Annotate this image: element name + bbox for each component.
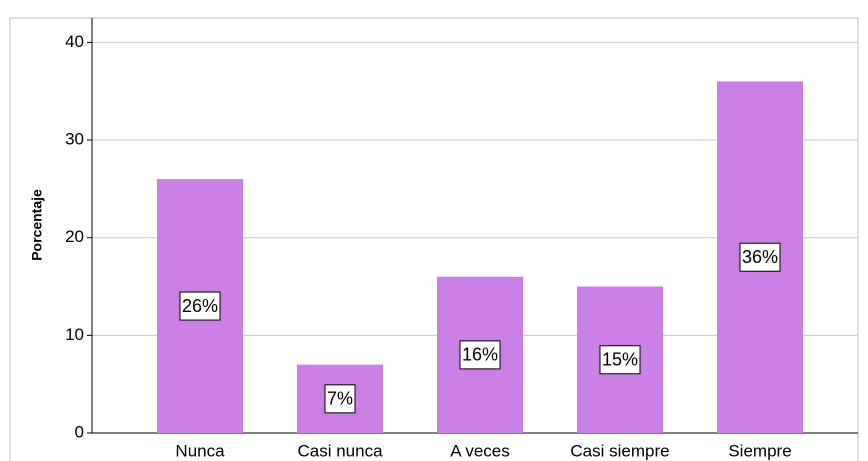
value-label-box xyxy=(459,340,501,370)
chart-frame xyxy=(9,17,859,461)
value-label: 36% xyxy=(742,247,778,267)
value-label-box xyxy=(179,291,221,321)
x-tick-label: Casi siempre xyxy=(570,441,669,460)
y-tick-label: 20 xyxy=(65,227,84,246)
y-tick-label: 30 xyxy=(65,130,84,149)
value-label: 26% xyxy=(182,296,218,316)
value-label-box xyxy=(324,384,356,414)
value-label: 7% xyxy=(327,389,353,409)
x-tick-label: Nunca xyxy=(175,441,225,460)
value-label-box xyxy=(599,345,641,375)
value-label: 15% xyxy=(602,350,638,370)
x-tick-label: Casi nunca xyxy=(297,441,383,460)
y-tick-label: 0 xyxy=(75,422,84,441)
value-label-box xyxy=(739,242,781,272)
value-label: 16% xyxy=(462,345,498,365)
y-tick-label: 40 xyxy=(65,32,84,51)
y-axis-title: Porcentaje xyxy=(29,189,45,261)
x-tick-label: Siempre xyxy=(728,441,791,460)
y-tick-label: 10 xyxy=(65,325,84,344)
x-tick-label: A veces xyxy=(450,441,510,460)
